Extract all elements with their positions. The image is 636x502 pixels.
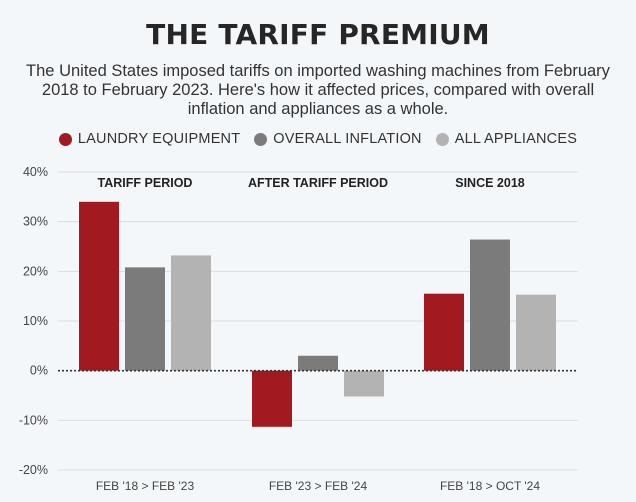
legend-item-inflation: OVERALL INFLATION bbox=[254, 131, 422, 147]
y-tick-label: 40% bbox=[23, 165, 48, 179]
bar bbox=[298, 355, 338, 371]
legend: LAUNDRY EQUIPMENT OVERALL INFLATION ALL … bbox=[0, 131, 636, 147]
y-tick-label: -20% bbox=[19, 463, 48, 477]
legend-swatch-laundry bbox=[58, 132, 72, 146]
legend-swatch-appliances bbox=[435, 132, 449, 146]
bar bbox=[171, 255, 211, 371]
chart-subtitle: The United States imposed tariffs on imp… bbox=[26, 62, 610, 118]
chart-title: THE TARIFF PREMIUM bbox=[146, 18, 490, 51]
y-tick-label: 30% bbox=[23, 215, 48, 229]
group-label: TARIFF PERIOD bbox=[98, 176, 193, 190]
y-tick-label: 0% bbox=[30, 364, 48, 378]
bar bbox=[344, 370, 384, 397]
legend-label-laundry: LAUNDRY EQUIPMENT bbox=[77, 131, 241, 147]
legend-label-inflation: OVERALL INFLATION bbox=[273, 131, 422, 147]
x-tick-label: FEB '23 > FEB '24 bbox=[269, 479, 368, 493]
bar bbox=[125, 267, 165, 371]
legend-item-appliances: ALL APPLIANCES bbox=[435, 131, 578, 147]
bar bbox=[516, 294, 556, 371]
group-label: SINCE 2018 bbox=[455, 176, 525, 190]
bar bbox=[79, 201, 119, 371]
y-tick-label: 10% bbox=[23, 314, 48, 328]
legend-label-appliances: ALL APPLIANCES bbox=[454, 131, 578, 147]
group-label: AFTER TARIFF PERIOD bbox=[248, 176, 388, 190]
x-tick-label: FEB '18 > FEB '23 bbox=[96, 479, 195, 493]
bar bbox=[470, 239, 510, 371]
legend-item-laundry: LAUNDRY EQUIPMENT bbox=[58, 131, 241, 147]
x-tick-label: FEB '18 > OCT '24 bbox=[440, 479, 540, 493]
y-tick-label: 20% bbox=[23, 264, 48, 278]
bar bbox=[252, 370, 292, 427]
legend-swatch-inflation bbox=[254, 132, 268, 146]
bar bbox=[424, 293, 464, 371]
y-tick-label: -10% bbox=[19, 413, 48, 427]
